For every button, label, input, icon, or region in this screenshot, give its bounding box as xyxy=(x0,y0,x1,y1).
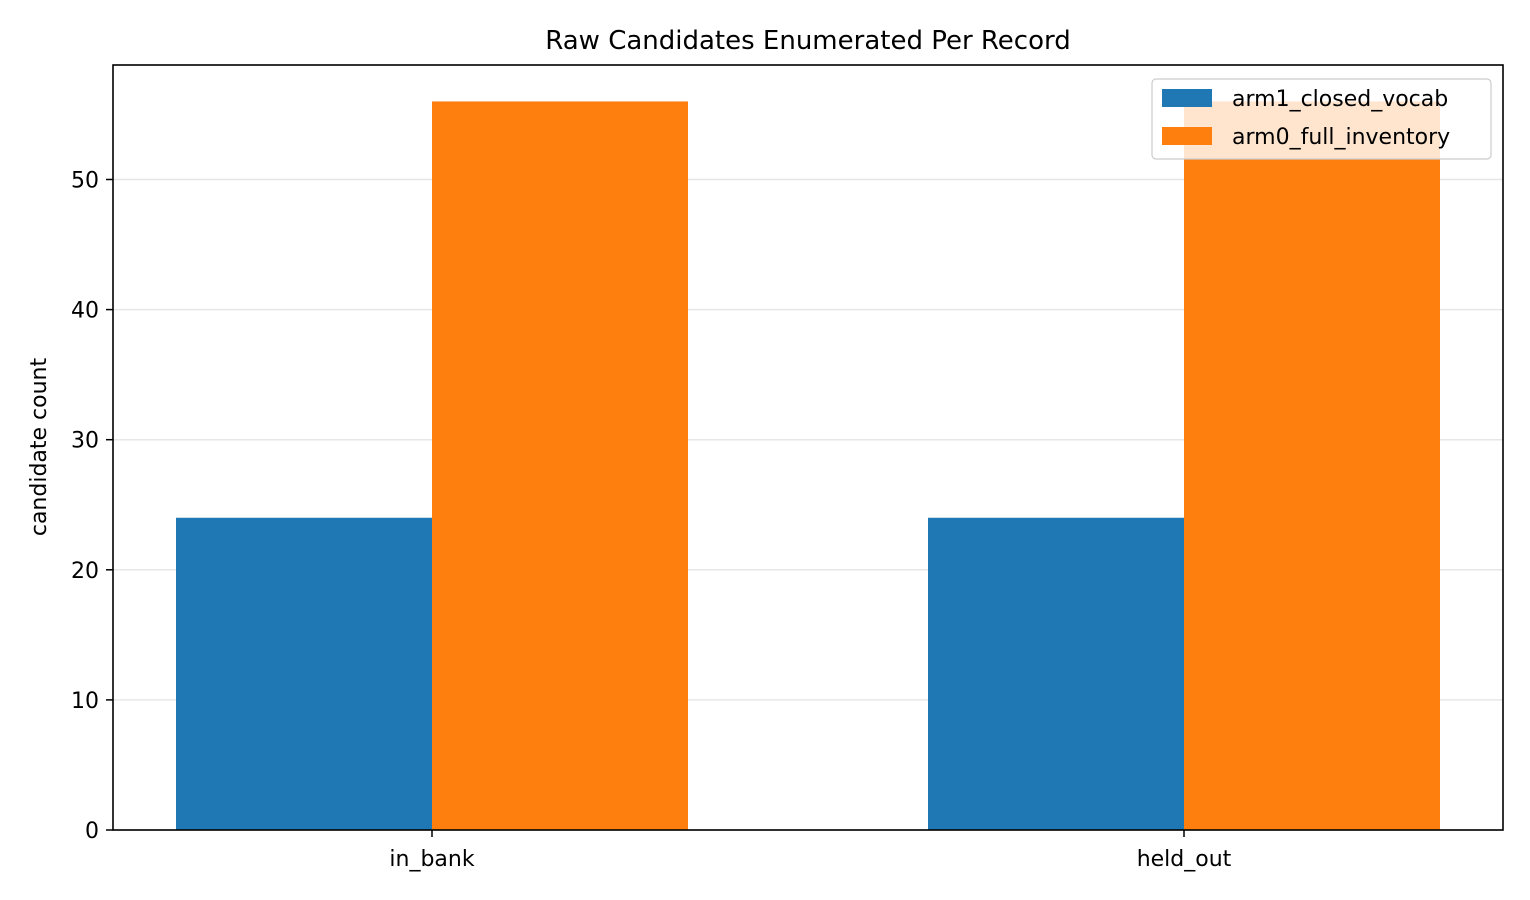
bar-arm0_full_inventory-in_bank xyxy=(432,101,688,830)
chart-title: Raw Candidates Enumerated Per Record xyxy=(545,26,1071,56)
bar-arm1_closed_vocab-held_out xyxy=(928,517,1184,830)
y-tick-label: 20 xyxy=(71,559,99,584)
bars xyxy=(176,101,1440,830)
y-tick-label: 10 xyxy=(71,689,99,714)
x-tick-label: held_out xyxy=(1137,847,1232,872)
legend-box xyxy=(1151,78,1492,160)
legend-swatch xyxy=(1162,89,1212,107)
plot-frame xyxy=(112,64,1504,831)
bar-arm1_closed_vocab-in_bank xyxy=(176,517,432,830)
legend-label: arm0_full_inventory xyxy=(1232,125,1450,150)
x-axis-ticks: in_bank held_out xyxy=(389,830,1232,872)
y-tick-label: 30 xyxy=(71,429,99,454)
y-tick-label: 50 xyxy=(71,168,99,193)
bar-arm0_full_inventory-held_out xyxy=(1184,101,1440,830)
legend-label: arm1_closed_vocab xyxy=(1232,87,1448,112)
legend: arm1_closed_vocab arm0_full_inventory xyxy=(1151,78,1492,160)
y-axis-ticks: 0 10 20 30 40 50 xyxy=(71,168,113,844)
y-tick-label: 0 xyxy=(85,819,99,844)
y-axis-label: candidate count xyxy=(27,358,52,537)
y-tick-label: 40 xyxy=(71,299,99,324)
x-tick-label: in_bank xyxy=(389,847,474,872)
legend-swatch xyxy=(1162,127,1212,145)
